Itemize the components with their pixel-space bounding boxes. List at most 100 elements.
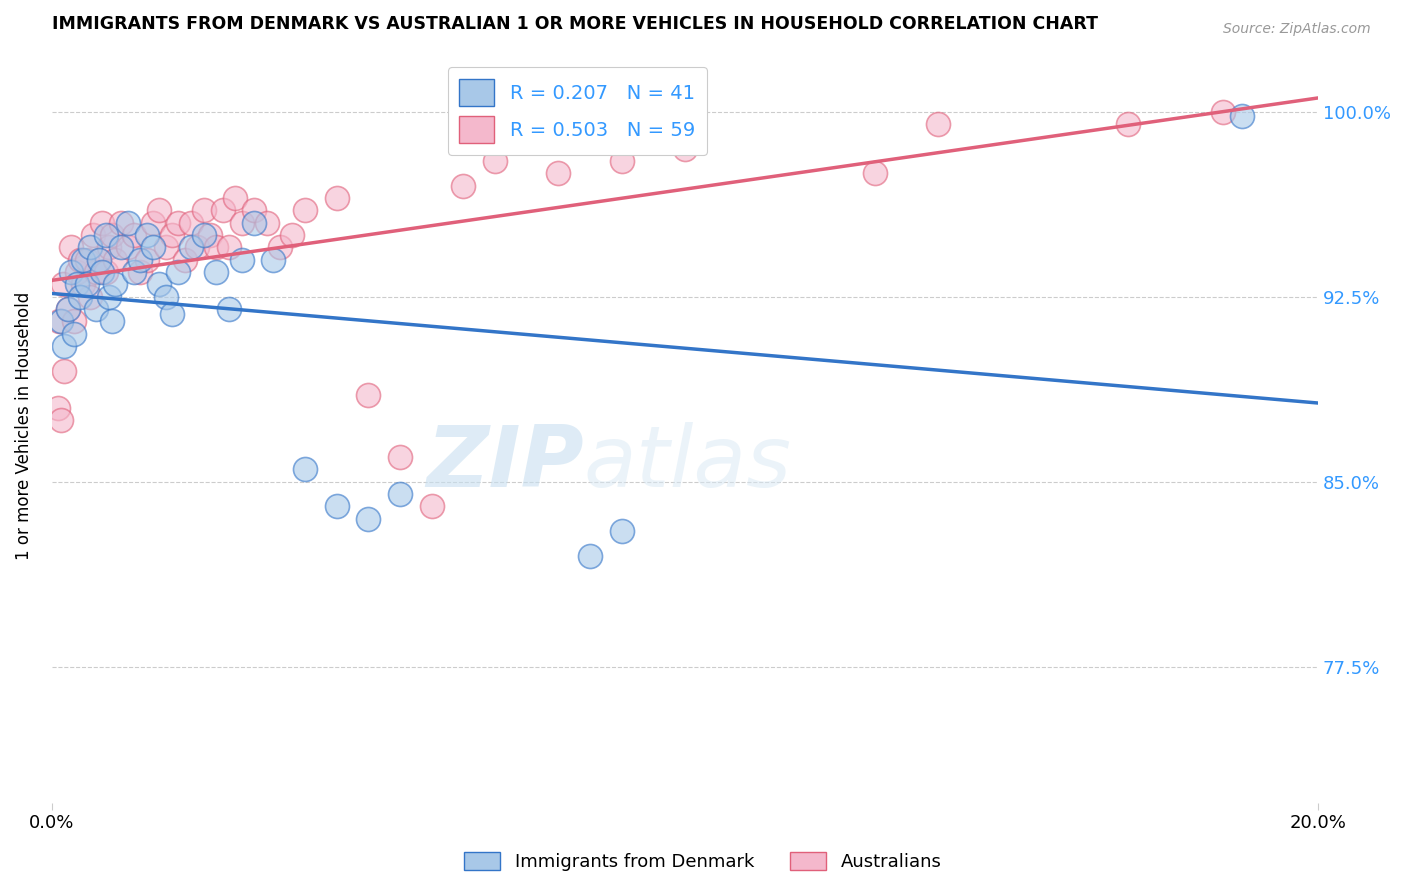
Point: [1212, 104, 1234, 119]
Point: [180, 240, 202, 254]
Point: [388, 487, 411, 501]
Point: [453, 178, 475, 193]
Point: [484, 153, 506, 168]
Point: [110, 240, 132, 254]
Point: [79, 240, 101, 254]
Y-axis label: 1 or more Vehicles in Household: 1 or more Vehicles in Household: [15, 292, 32, 560]
Point: [117, 216, 139, 230]
Point: [66, 277, 89, 292]
Point: [357, 388, 380, 402]
Point: [325, 191, 347, 205]
Point: [420, 500, 443, 514]
Legend: Immigrants from Denmark, Australians: Immigrants from Denmark, Australians: [457, 845, 949, 879]
Point: [129, 252, 152, 267]
Point: [269, 240, 291, 254]
Point: [91, 216, 114, 230]
Point: [155, 240, 177, 254]
Point: [135, 227, 157, 242]
Point: [927, 117, 949, 131]
Point: [218, 301, 240, 316]
Point: [193, 227, 215, 242]
Point: [82, 227, 104, 242]
Point: [104, 277, 127, 292]
Point: [101, 314, 124, 328]
Point: [231, 252, 253, 267]
Legend: R = 0.207   N = 41, R = 0.503   N = 59: R = 0.207 N = 41, R = 0.503 N = 59: [447, 67, 707, 155]
Point: [46, 401, 69, 415]
Text: ZIP: ZIP: [426, 422, 583, 506]
Point: [1230, 110, 1253, 124]
Point: [94, 265, 117, 279]
Point: [148, 277, 170, 292]
Point: [243, 203, 266, 218]
Point: [89, 252, 111, 267]
Point: [281, 227, 304, 242]
Point: [79, 290, 101, 304]
Point: [863, 166, 886, 180]
Point: [72, 252, 94, 267]
Point: [59, 265, 82, 279]
Point: [142, 240, 165, 254]
Point: [97, 240, 120, 254]
Point: [84, 265, 107, 279]
Point: [262, 252, 284, 267]
Point: [167, 216, 190, 230]
Point: [388, 450, 411, 464]
Point: [52, 277, 75, 292]
Point: [148, 203, 170, 218]
Point: [231, 216, 253, 230]
Point: [180, 216, 202, 230]
Point: [256, 216, 278, 230]
Text: atlas: atlas: [583, 422, 792, 506]
Point: [53, 364, 76, 378]
Point: [104, 252, 127, 267]
Point: [198, 227, 221, 242]
Point: [56, 301, 79, 316]
Point: [51, 413, 73, 427]
Point: [122, 265, 145, 279]
Point: [122, 227, 145, 242]
Point: [69, 290, 91, 304]
Point: [89, 252, 111, 267]
Point: [48, 314, 70, 328]
Point: [610, 524, 633, 538]
Point: [110, 216, 132, 230]
Point: [610, 153, 633, 168]
Point: [117, 240, 139, 254]
Point: [53, 339, 76, 353]
Point: [63, 314, 86, 328]
Point: [51, 314, 73, 328]
Point: [205, 240, 228, 254]
Point: [1116, 117, 1139, 131]
Point: [294, 462, 316, 476]
Point: [173, 252, 195, 267]
Point: [155, 290, 177, 304]
Point: [243, 216, 266, 230]
Point: [69, 252, 91, 267]
Text: IMMIGRANTS FROM DENMARK VS AUSTRALIAN 1 OR MORE VEHICLES IN HOUSEHOLD CORRELATIO: IMMIGRANTS FROM DENMARK VS AUSTRALIAN 1 …: [52, 15, 1098, 33]
Point: [66, 265, 89, 279]
Point: [294, 203, 316, 218]
Point: [673, 142, 696, 156]
Point: [211, 203, 233, 218]
Point: [193, 203, 215, 218]
Point: [205, 265, 228, 279]
Point: [142, 216, 165, 230]
Point: [129, 265, 152, 279]
Point: [101, 227, 124, 242]
Point: [547, 166, 569, 180]
Point: [76, 252, 98, 267]
Point: [84, 301, 107, 316]
Point: [160, 227, 183, 242]
Point: [94, 227, 117, 242]
Point: [224, 191, 246, 205]
Point: [59, 240, 82, 254]
Point: [579, 549, 602, 563]
Point: [186, 240, 208, 254]
Point: [167, 265, 190, 279]
Point: [97, 290, 120, 304]
Text: Source: ZipAtlas.com: Source: ZipAtlas.com: [1223, 22, 1371, 37]
Point: [357, 512, 380, 526]
Point: [76, 277, 98, 292]
Point: [63, 326, 86, 341]
